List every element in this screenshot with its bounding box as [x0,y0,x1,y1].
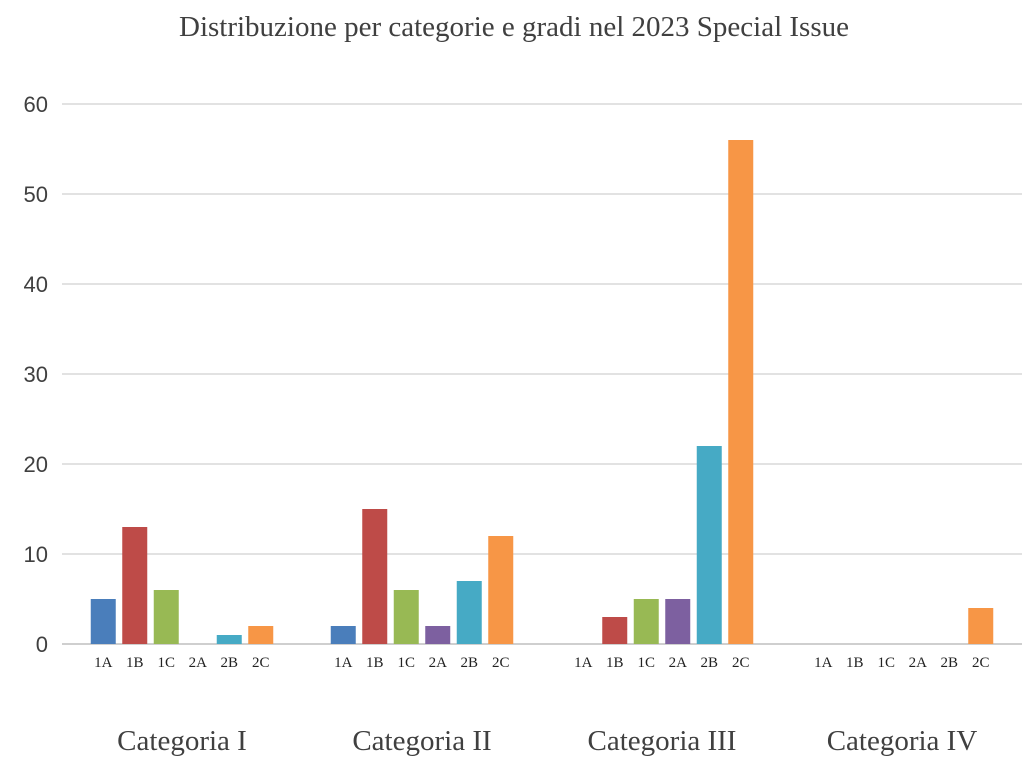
bar-label: 2A [429,655,448,671]
bar-label: 1B [366,655,384,671]
bar-1c [153,590,179,644]
group-labels: Categoria I Categoria II Categoria III Cate… [117,725,977,757]
bar-label: 2C [732,655,750,671]
category-label: Categoria I [117,725,247,757]
bars [90,140,994,644]
bar-label: 1A [94,655,113,671]
bar-2a [425,626,451,644]
bar-2a [665,599,691,644]
bar-label: 1C [637,655,655,671]
bar-2b [696,446,722,644]
bar-2c [728,140,754,644]
bar-label: 2B [700,655,718,671]
bar-1b [602,617,628,644]
bar-1c [633,599,659,644]
bar-2c [968,608,994,644]
bar-1a [90,599,116,644]
bar-1b [122,527,148,644]
y-tick-label: 60 [24,92,48,117]
category-label: Categoria II [352,725,491,757]
bar-label: 2C [972,655,990,671]
bar-label: 2B [460,655,478,671]
bar-2c [488,536,514,644]
y-tick-label: 20 [24,452,48,477]
bar-1a [330,626,356,644]
bar-labels: 1A 1B 1C 2A 2B 2C 1A 1B 1C 2A 2B 2C 1A 1B 1C 2A 2B 2C 1A 1B… [94,655,989,671]
bar-label: 2A [189,655,208,671]
bar-1c [393,590,419,644]
bar-label: 1A [334,655,353,671]
bar-label: 1A [814,655,833,671]
bar-label: 2A [909,655,928,671]
bar-label: 1C [877,655,895,671]
y-tick-label: 40 [24,272,48,297]
bar-2b [456,581,482,644]
category-label: Categoria IV [827,725,978,757]
bar-label: 1A [574,655,593,671]
bar-1b [362,509,388,644]
bar-label: 2A [669,655,688,671]
bar-label: 2B [940,655,958,671]
bar-label: 1C [397,655,415,671]
bar-label: 1C [157,655,175,671]
bar-label: 2C [252,655,270,671]
y-tick-label: 0 [36,632,48,657]
bar-label: 1B [846,655,864,671]
y-tick-label: 30 [24,362,48,387]
gridlines [62,103,1022,645]
bar-label: 2B [220,655,238,671]
bar-label: 2C [492,655,510,671]
bar-label: 1B [606,655,624,671]
bar-2b [216,635,242,644]
y-axis-ticks: 0 10 20 30 40 50 60 [24,92,48,657]
bar-label: 1B [126,655,144,671]
chart-title: Distribuzione per categorie e gradi nel … [179,11,849,43]
bar-2c [248,626,274,644]
category-label: Categoria III [588,725,737,757]
y-tick-label: 50 [24,182,48,207]
y-tick-label: 10 [24,542,48,567]
